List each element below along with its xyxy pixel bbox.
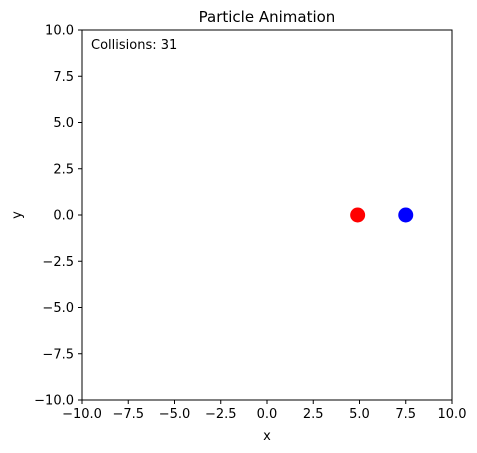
x-tick-label: 5.0 (349, 407, 370, 422)
y-tick-label: 10.0 (45, 24, 74, 39)
x-tick-label: −5.0 (159, 407, 191, 422)
x-tick-label: −7.5 (112, 407, 144, 422)
y-tick-label: 7.5 (53, 70, 74, 85)
plot-frame (81, 29, 453, 401)
y-axis-label: y (10, 211, 25, 219)
y-tick-label: −2.5 (42, 255, 74, 270)
particle-point (350, 207, 366, 223)
x-tick-label: 10.0 (438, 407, 467, 422)
y-tick-label: 5.0 (53, 116, 74, 131)
y-axis-ticks: −10.0 −7.5 −5.0 −2.5 0.0 2.5 5.0 7.5 10.0 (34, 24, 82, 409)
x-tick-label: 7.5 (395, 407, 416, 422)
x-tick-label: −2.5 (205, 407, 237, 422)
x-axis-ticks: −10.0 −7.5 −5.0 −2.5 0.0 2.5 5.0 7.5 10.0 (62, 400, 466, 422)
x-axis-label: x (263, 429, 271, 444)
particle-point (398, 207, 414, 223)
x-tick-label: −10.0 (62, 407, 102, 422)
y-tick-label: 2.5 (53, 162, 74, 177)
x-tick-label: 0.0 (257, 407, 278, 422)
x-tick-label: 2.5 (303, 407, 324, 422)
particles-layer (350, 207, 414, 223)
y-tick-label: −10.0 (34, 394, 74, 409)
chart-title: Particle Animation (199, 8, 336, 26)
y-tick-label: −5.0 (42, 301, 74, 316)
y-tick-label: 0.0 (53, 209, 74, 224)
collisions-counter: Collisions: 31 (91, 38, 177, 53)
y-tick-label: −7.5 (42, 347, 74, 362)
